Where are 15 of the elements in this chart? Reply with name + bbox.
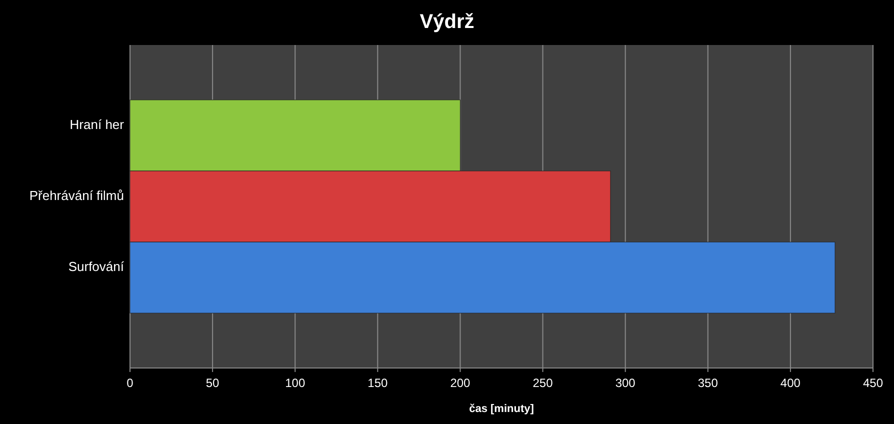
x-tick-label: 50: [206, 376, 220, 390]
x-tick-label: 450: [862, 376, 884, 390]
x-axis-title: čas [minuty]: [469, 403, 534, 415]
x-tick-label: 250: [532, 376, 554, 390]
x-tick-label: 200: [450, 376, 471, 390]
x-tick-label: 0: [126, 376, 134, 390]
x-tick-label: 400: [780, 376, 801, 390]
x-tick-label: 150: [368, 376, 388, 390]
y-tick-label: Surfování: [68, 258, 124, 274]
x-tick-label: 350: [698, 376, 718, 390]
x-tick-label: 300: [615, 376, 636, 390]
x-tick-label: 100: [285, 376, 306, 390]
chart-title: Výdrž: [420, 11, 474, 33]
y-tick-label: Přehrávání filmů: [29, 188, 124, 203]
y-tick-label: Hraní her: [70, 116, 125, 132]
